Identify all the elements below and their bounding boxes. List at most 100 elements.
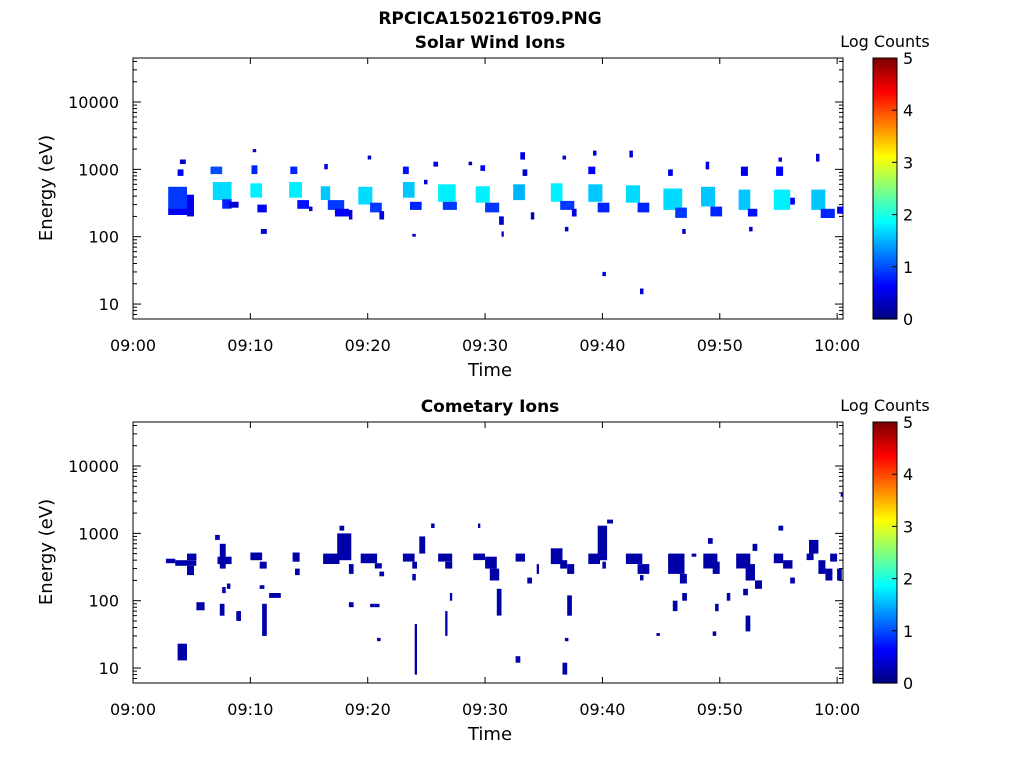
spectrogram-cell	[809, 539, 819, 554]
colorbar-tick-label: 4	[903, 101, 913, 120]
colorbar-segment	[873, 180, 897, 183]
colorbar-segment	[873, 576, 897, 580]
colorbar-segment	[873, 223, 897, 226]
colorbar-segment	[873, 98, 897, 102]
colorbar-segment	[873, 450, 897, 454]
colorbar-segment	[873, 509, 897, 513]
spectrogram-cell	[562, 662, 568, 675]
colorbar-segment	[873, 151, 897, 155]
colorbar-segment	[873, 172, 897, 175]
colorbar-segment	[873, 550, 897, 554]
spectrogram-cell	[222, 199, 232, 209]
spectrogram-cell	[339, 525, 345, 531]
spectrogram-cell	[489, 568, 500, 581]
spectrogram-cell	[656, 633, 660, 636]
spectrogram-cell	[560, 200, 575, 210]
spectrogram-cell	[210, 166, 223, 175]
colorbar-segment	[873, 621, 897, 625]
spectrogram-cell	[175, 560, 197, 566]
colorbar-segment	[873, 247, 897, 251]
spectrogram-cell	[602, 561, 606, 569]
colorbar-segment	[873, 470, 897, 474]
colorbar-segment	[873, 251, 897, 255]
spectrogram-cell	[217, 556, 232, 565]
colorbar-segment	[873, 257, 897, 261]
figure-title: RPCICA150216T09.PNG	[378, 9, 601, 29]
spectrogram-cell	[745, 615, 751, 632]
colorbar-segment	[873, 460, 897, 464]
spectrogram-cell	[675, 207, 687, 218]
colorbar-segment	[873, 268, 897, 271]
spectrogram-cell	[712, 631, 717, 636]
colorbar-segment	[873, 479, 897, 482]
spectrogram-cell	[602, 271, 606, 277]
colorbar-segment	[873, 139, 897, 143]
colorbar-segment	[873, 546, 897, 550]
spectrogram-cell	[179, 159, 186, 164]
spectrogram-cell	[262, 603, 267, 636]
colorbar-segment	[873, 638, 897, 641]
spectrogram-cell	[840, 492, 843, 497]
colorbar-segment	[873, 227, 897, 230]
colorbar-segment	[873, 424, 897, 427]
colorbar-segment	[873, 464, 897, 468]
spectrogram-cell	[257, 204, 267, 213]
colorbar-segment	[873, 231, 897, 234]
spectrogram-cell	[196, 602, 205, 611]
spectrogram-cell	[377, 637, 381, 642]
spectrogram-cell	[212, 182, 232, 201]
spectrogram-cell	[749, 226, 753, 232]
colorbar-segment	[873, 668, 897, 672]
spectrogram-cell	[499, 216, 504, 225]
spectrogram-cell	[629, 150, 633, 158]
spectrogram-cell	[251, 165, 258, 175]
colorbar-segment	[873, 554, 897, 558]
colorbar-tick-label: 5	[903, 413, 913, 432]
x-tick-label: 09:20	[345, 700, 391, 719]
colorbar-segment	[873, 562, 897, 566]
plot-area	[132, 421, 844, 684]
y-tick-label: 10	[99, 659, 119, 678]
y-tick-label: 10000	[68, 93, 119, 112]
spectrogram-cell	[438, 553, 453, 562]
spectrogram-cell	[289, 182, 302, 198]
colorbar-segment	[873, 574, 897, 578]
spectrogram-cell	[783, 560, 793, 569]
colorbar-segment	[873, 481, 897, 484]
colorbar-segment	[873, 292, 897, 296]
spectrogram-cell	[712, 561, 720, 574]
spectrogram-cell	[790, 577, 795, 584]
spectrogram-cell	[668, 169, 673, 176]
colorbar-segment	[873, 440, 897, 443]
colorbar-segment	[873, 302, 897, 306]
colorbar-segment	[873, 147, 897, 151]
spectrogram-cell	[567, 564, 575, 574]
colorbar-segment	[873, 517, 897, 521]
colorbar-segment	[873, 558, 897, 562]
colorbar-segment	[873, 664, 897, 668]
y-tick-label: 100	[88, 228, 119, 247]
colorbar-segment	[873, 137, 897, 141]
spectrogram-cell	[564, 226, 569, 232]
colorbar-segment	[873, 121, 897, 124]
spectrogram-cell	[726, 593, 731, 601]
spectrogram-cell	[710, 206, 723, 217]
colorbar-segment	[873, 82, 897, 86]
colorbar-segment	[873, 237, 897, 241]
colorbar-segment	[873, 153, 897, 157]
colorbar-segment	[873, 210, 897, 214]
colorbar-segment	[873, 629, 897, 633]
spectrogram-cell	[327, 200, 345, 210]
colorbar-frame	[872, 421, 898, 684]
colorbar-segment	[873, 164, 897, 167]
colorbar-segment	[873, 627, 897, 631]
colorbar-segment	[873, 212, 897, 216]
colorbar-segment	[873, 642, 897, 645]
colorbar-segment	[873, 589, 897, 592]
colorbar-segment	[873, 593, 897, 596]
colorbar-segment	[873, 239, 897, 243]
colorbar-segment	[873, 123, 897, 126]
spectrogram-cell	[705, 161, 710, 170]
colorbar-segment	[873, 644, 897, 647]
colorbar-segment	[873, 166, 897, 169]
